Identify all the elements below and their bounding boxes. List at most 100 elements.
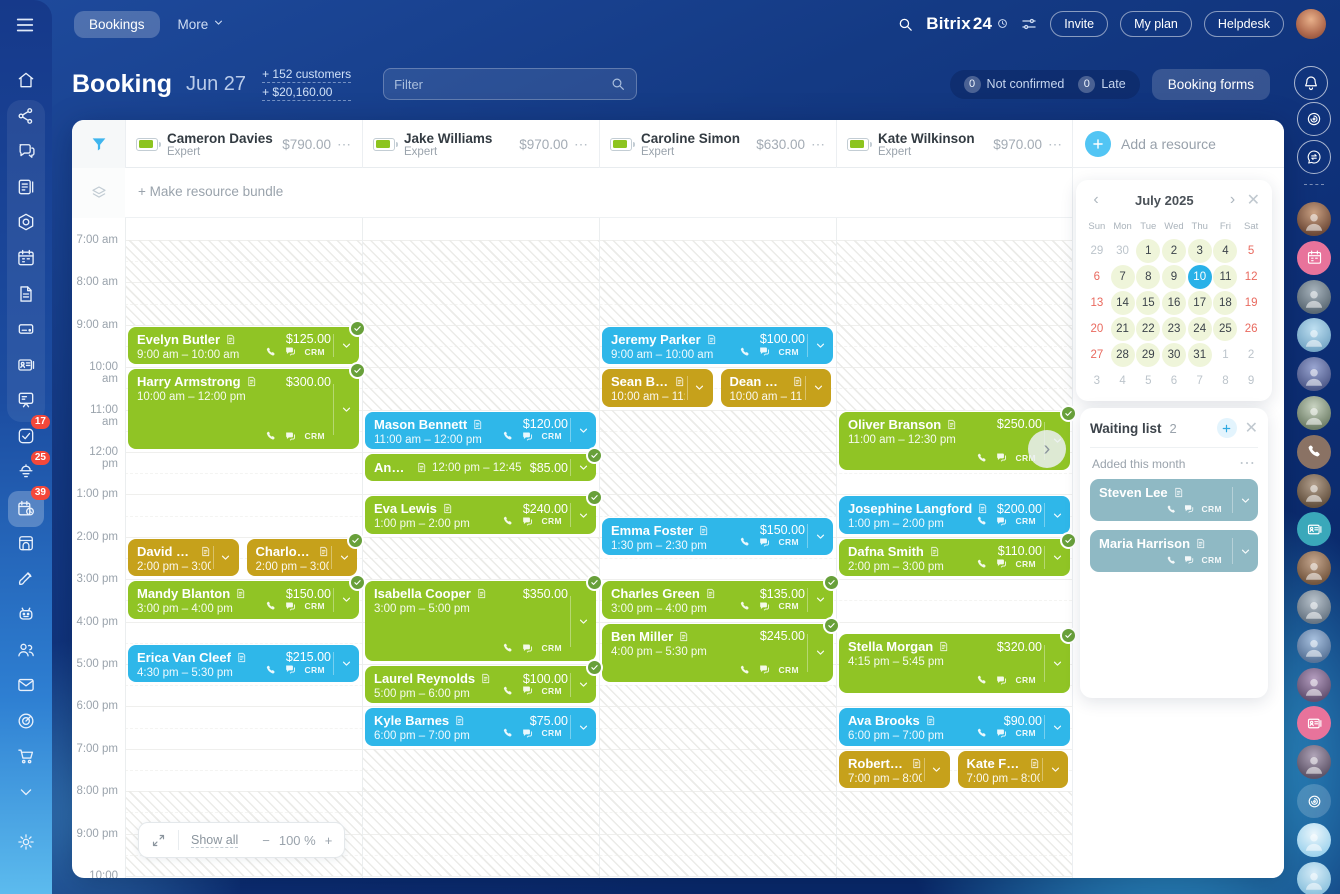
phone-icon[interactable] <box>502 430 514 442</box>
calendar-day[interactable]: 7 <box>1196 375 1203 387</box>
chat-avatar[interactable] <box>1297 861 1331 894</box>
sidebar-item-drive[interactable] <box>8 313 44 345</box>
chat-icon[interactable] <box>521 727 534 740</box>
chat-icon[interactable] <box>284 600 297 613</box>
crm-label[interactable]: CRM <box>1015 558 1036 569</box>
chat-icon[interactable] <box>521 515 534 528</box>
phone-icon[interactable] <box>502 727 514 739</box>
sidebar-item-messenger[interactable] <box>8 135 44 167</box>
booking-forms-button[interactable]: Booking forms <box>1151 68 1270 100</box>
expand-icon[interactable] <box>139 823 178 857</box>
calendar-day[interactable]: 5 <box>1145 375 1152 387</box>
booking-event[interactable]: Robert H... 7:00 pm – 8:00 p <box>839 750 950 789</box>
crm-label[interactable]: CRM <box>1015 675 1036 686</box>
zoom-out-button[interactable]: − <box>262 832 270 848</box>
phone-icon[interactable] <box>739 536 751 548</box>
calendar-day[interactable]: 25 <box>1213 317 1238 341</box>
chat-icon[interactable] <box>284 345 297 358</box>
event-expand-chevron[interactable] <box>333 369 359 449</box>
crm-label[interactable]: CRM <box>778 537 799 548</box>
make-resource-bundle-link[interactable]: + Make resource bundle <box>138 184 284 199</box>
crm-label[interactable]: CRM <box>541 685 562 696</box>
chat-icon[interactable] <box>521 684 534 697</box>
booking-event[interactable]: Kyle Barnes $75.00 6:00 pm – 7:00 pm CRM <box>365 708 596 746</box>
chat-icon[interactable] <box>995 727 1008 740</box>
phone-icon[interactable] <box>1166 504 1177 515</box>
sidebar-item-board[interactable] <box>8 384 44 416</box>
sidebar-item-pen[interactable] <box>8 562 44 594</box>
zoom-in-button[interactable]: + <box>324 832 333 848</box>
phone-icon[interactable] <box>976 558 988 570</box>
sidebar-item-target[interactable] <box>8 705 44 737</box>
booking-event[interactable]: Emma Foster $150.00 1:30 pm – 2:30 pm CR… <box>602 517 833 555</box>
calendar-day[interactable]: 15 <box>1136 291 1161 315</box>
crm-label[interactable]: CRM <box>1201 555 1222 565</box>
calendar-day[interactable]: 29 <box>1090 245 1104 257</box>
sliders-icon[interactable] <box>1020 15 1038 33</box>
chat-avatar[interactable] <box>1297 279 1331 314</box>
calendar-day[interactable]: 5 <box>1247 245 1255 257</box>
event-expand-chevron[interactable] <box>807 518 833 555</box>
booking-event[interactable]: Mandy Blanton $150.00 3:00 pm – 4:00 pm … <box>128 581 359 619</box>
waiting-list-add-button[interactable] <box>1216 418 1237 438</box>
my-plan-button[interactable]: My plan <box>1120 11 1192 37</box>
chat-icon[interactable] <box>758 600 771 613</box>
sidebar-item-tasks[interactable]: 17 <box>8 415 50 452</box>
calendar-day[interactable]: 9 <box>1247 375 1255 387</box>
event-expand-chevron[interactable] <box>570 666 596 703</box>
calendar-day[interactable]: 3 <box>1093 375 1101 387</box>
waiting-expand-chevron[interactable] <box>1232 479 1258 521</box>
filter-search-box[interactable] <box>383 68 638 100</box>
sidebar-item-document[interactable] <box>8 278 44 310</box>
event-expand-chevron[interactable] <box>807 581 833 618</box>
sidebar-item-robot[interactable] <box>8 598 44 630</box>
resource-header[interactable]: Caroline Simon Expert $630.00 ⋯ <box>599 120 836 168</box>
crm-label[interactable]: CRM <box>304 431 325 442</box>
calendar-day[interactable]: 29 <box>1136 343 1161 367</box>
contact-card-avatar[interactable] <box>1297 512 1331 547</box>
event-expand-chevron[interactable] <box>333 581 359 618</box>
booking-event[interactable]: Jeremy Parker $100.00 9:00 am – 10:00 am… <box>602 326 833 365</box>
chat-icon[interactable] <box>1183 503 1195 515</box>
waiting-list-menu-icon[interactable]: ⋯ <box>1239 455 1256 472</box>
phone-icon[interactable] <box>1166 555 1177 566</box>
crm-label[interactable]: CRM <box>304 664 325 675</box>
crm-label[interactable]: CRM <box>778 664 799 675</box>
calendar-day[interactable]: 9 <box>1161 265 1186 289</box>
menu-icon[interactable] <box>14 14 36 41</box>
scroll-right-button[interactable]: › <box>1028 430 1066 468</box>
booking-event[interactable]: Dean Har... 10:00 am – 11:00 <box>720 369 831 407</box>
phone-icon[interactable] <box>502 642 514 654</box>
calendar-avatar[interactable] <box>1297 240 1331 275</box>
calendar-close-icon[interactable]: ✕ <box>1246 192 1260 209</box>
booking-event[interactable]: Anna... 12:00 pm – 12:45 pm $85.00 <box>365 454 596 481</box>
calendar-day[interactable]: 2 <box>1161 239 1186 263</box>
booking-event[interactable]: Charles Green $135.00 3:00 pm – 4:00 pm … <box>602 581 833 619</box>
calendar-day[interactable]: 7 <box>1110 265 1135 289</box>
calendar-day[interactable]: 6 <box>1170 375 1178 387</box>
calendar-day[interactable]: 30 <box>1161 343 1186 367</box>
date-selector[interactable]: Jun 27 <box>186 72 247 95</box>
crm-label[interactable]: CRM <box>1015 728 1036 739</box>
booking-event[interactable]: Isabella Cooper $350.00 3:00 pm – 5:00 p… <box>365 581 596 661</box>
booking-event[interactable]: Harry Armstrong $300.00 10:00 am – 12:00… <box>128 369 359 449</box>
calendar-day[interactable]: 4 <box>1213 239 1238 263</box>
calendar-day[interactable]: 6 <box>1093 271 1101 283</box>
chat-avatar[interactable] <box>1297 628 1331 663</box>
event-expand-chevron[interactable] <box>570 454 596 481</box>
sidebar-item-mail[interactable] <box>8 669 44 701</box>
chat-icon[interactable] <box>995 451 1008 464</box>
event-expand-chevron[interactable] <box>807 624 833 683</box>
resource-header[interactable]: Jake Williams Expert $970.00 ⋯ <box>362 120 599 168</box>
calendar-day[interactable]: 30 <box>1116 245 1129 257</box>
calendar-day[interactable]: 28 <box>1110 343 1135 367</box>
resource-header[interactable]: Cameron Davies Expert $790.00 ⋯ <box>125 120 362 168</box>
chat-avatar[interactable] <box>1297 473 1331 508</box>
event-expand-chevron[interactable] <box>807 327 833 364</box>
calendar-day[interactable]: 8 <box>1222 375 1229 387</box>
booking-event[interactable]: Ben Miller $245.00 4:00 pm – 5:30 pm CRM <box>602 623 833 683</box>
booking-event[interactable]: Mason Bennett $120.00 11:00 am – 12:00 p… <box>365 411 596 449</box>
booking-event[interactable]: Stella Morgan $320.00 4:15 pm – 5:45 pm … <box>839 634 1070 693</box>
calendar-day[interactable]: 1 <box>1136 239 1161 263</box>
calendar-day[interactable]: 14 <box>1110 291 1135 315</box>
